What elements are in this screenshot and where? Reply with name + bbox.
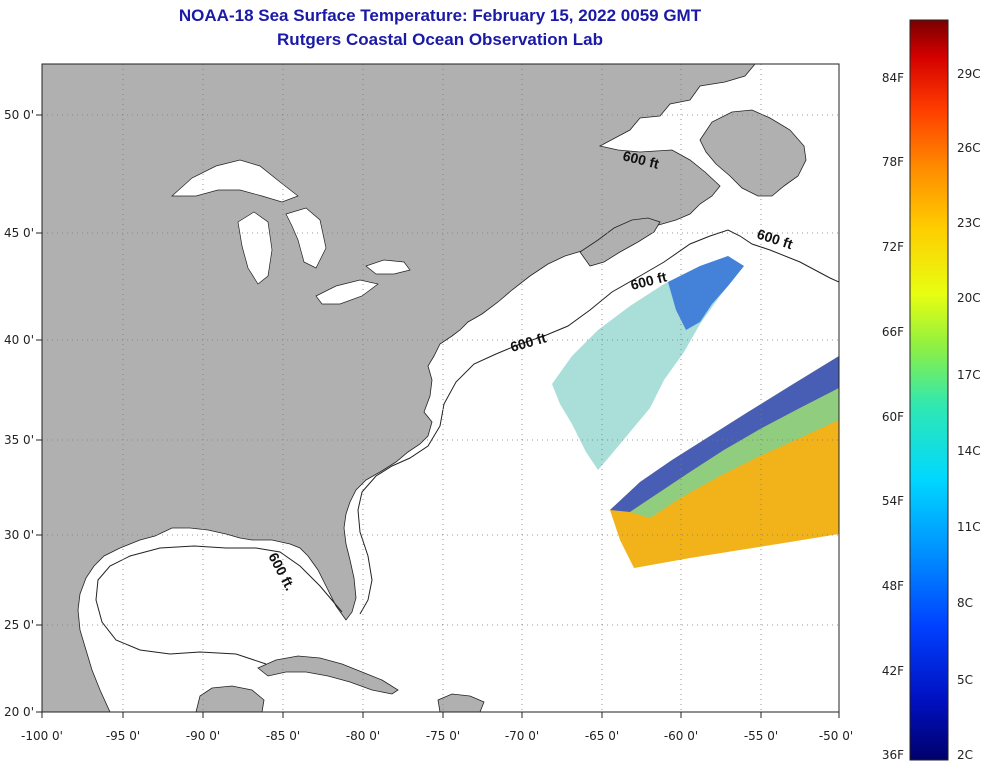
map-title: NOAA-18 Sea Surface Temperature: Februar… [178, 6, 702, 25]
colorbar-c-label: 23C [957, 216, 981, 230]
lon-tick-label: -100 0' [21, 729, 63, 743]
lon-tick-label: -95 0' [106, 729, 140, 743]
axis-ticks [36, 114, 840, 718]
map-frame [41, 63, 840, 713]
lat-tick-label: 30 0' [4, 528, 34, 542]
colorbar-c-label: 11C [957, 520, 981, 534]
colorbar-c-label: 2C [957, 748, 973, 762]
colorbar-f-label: 78F [882, 155, 904, 169]
map-subtitle: Rutgers Coastal Ocean Observation Lab [277, 30, 603, 49]
isobath-600ft-line [95, 229, 839, 665]
colorbar-f-label: 42F [882, 664, 904, 678]
land-yucatan [195, 685, 265, 712]
colorbar-f-label: 84F [882, 71, 904, 85]
land-hispaniola [437, 693, 485, 712]
lon-tick-label: -85 0' [266, 729, 300, 743]
colorbar-c-label: 5C [957, 673, 973, 687]
lon-tick-label: -80 0' [346, 729, 380, 743]
lat-tick-label: 35 0' [4, 433, 34, 447]
colorbar-c-label: 17C [957, 368, 981, 382]
colorbar-f-label: 60F [882, 410, 904, 424]
lon-tick-label: -65 0' [585, 729, 619, 743]
map-graticule [42, 64, 839, 712]
lat-tick-label: 45 0' [4, 226, 34, 240]
sst-swath-mid [630, 388, 839, 518]
colorbar-c-label: 29C [957, 67, 981, 81]
lon-tick-label: -60 0' [664, 729, 698, 743]
colorbar-f-label: 54F [882, 494, 904, 508]
land-north-america [42, 64, 756, 712]
colorbar-c-label: 14C [957, 444, 981, 458]
lon-tick-label: -70 0' [505, 729, 539, 743]
temperature-colorbar [909, 19, 949, 761]
lat-tick-label: 20 0' [4, 705, 34, 719]
great-lakes [171, 159, 411, 305]
lon-tick-label: -55 0' [744, 729, 778, 743]
colorbar-c-label: 20C [957, 291, 981, 305]
land-nova-scotia [579, 217, 661, 267]
sst-swath-north-blue [668, 256, 744, 330]
lat-tick-label: 50 0' [4, 108, 34, 122]
colorbar-f-label: 66F [882, 325, 904, 339]
lat-tick-label: 25 0' [4, 618, 34, 632]
sst-swath-front [610, 356, 839, 512]
colorbar-c-label: 26C [957, 141, 981, 155]
lon-tick-label: -90 0' [186, 729, 220, 743]
colorbar-f-label: 48F [882, 579, 904, 593]
colorbar-f-label: 72F [882, 240, 904, 254]
lon-tick-label: -50 0' [819, 729, 853, 743]
colorbar-c-label: 8C [957, 596, 973, 610]
land-newfoundland [699, 109, 807, 197]
lon-tick-label: -75 0' [426, 729, 460, 743]
colorbar-f-label: 36F [882, 748, 904, 762]
lat-tick-label: 40 0' [4, 333, 34, 347]
